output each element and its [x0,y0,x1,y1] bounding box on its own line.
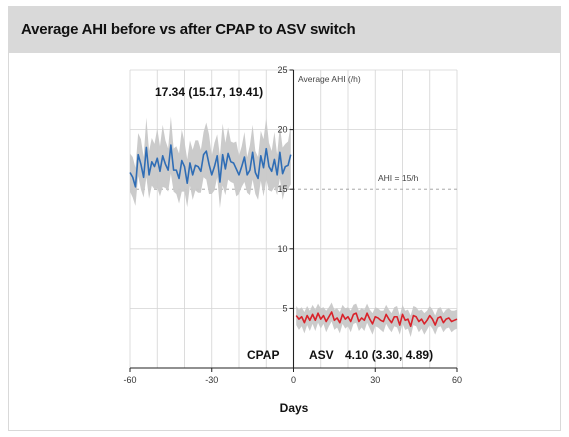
cpap-summary: 17.34 (15.17, 19.41) [155,85,263,99]
cpap-series-line [129,144,292,188]
confidence-bands [130,116,457,338]
chart-frame: Average AHI before vs after CPAP to ASV … [8,6,561,431]
y-axis-label: Average AHI (/h) [298,74,361,84]
y-tick-label: 25 [277,65,287,75]
y-tick-label: 20 [277,125,287,135]
axes: -60 -30 0 30 60 5 10 15 20 25 [123,65,462,385]
y-tick-label: 10 [277,244,287,254]
chart-title: Average AHI before vs after CPAP to ASV … [21,21,356,38]
asv-label: ASV [309,348,334,362]
x-tick-label: 60 [452,375,462,385]
asv-series-line [295,311,458,328]
x-tick-label: -60 [123,375,136,385]
asv-band [296,302,457,338]
x-tick-label: -30 [205,375,218,385]
cpap-label: CPAP [247,348,279,362]
reference-line-label: AHI = 15/h [378,173,419,183]
asv-summary: 4.10 (3.30, 4.89) [345,348,433,362]
y-tick-label: 15 [277,184,287,194]
x-tick-label: 30 [370,375,380,385]
series-lines [129,144,458,328]
title-bar: Average AHI before vs after CPAP to ASV … [9,7,560,53]
x-tick-label: 0 [291,375,296,385]
cpap-band [130,116,291,209]
x-axis-label: Days [280,401,309,415]
y-tick-label: 5 [282,303,287,313]
